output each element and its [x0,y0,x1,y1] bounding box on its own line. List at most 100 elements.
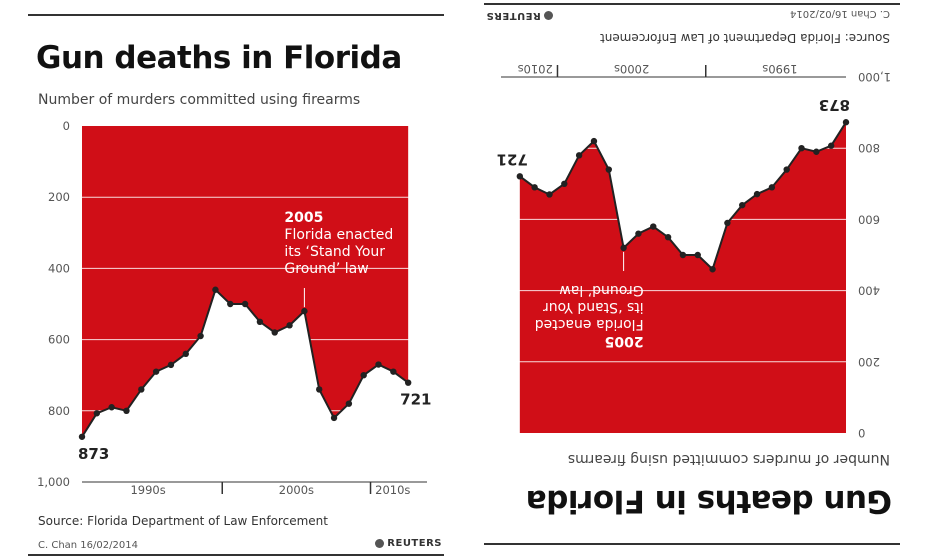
chart-panel-rotated: Gun deaths in Florida Number of murders … [470,0,910,559]
annotation-text: Ground’ law [559,282,643,298]
annotation-text: Florida enacted [535,316,644,332]
data-point [316,386,323,393]
data-point [575,152,583,159]
x-decade-label: 1990s [762,62,797,76]
data-point [605,166,612,173]
chart-panel: Gun deaths in Florida Number of murders … [18,0,458,559]
top-rule [28,14,444,16]
data-point [375,361,382,368]
data-point [212,286,219,293]
chart-title: Gun deaths in Florida [526,483,892,519]
data-point [345,400,353,407]
data-point [739,201,746,209]
annotation-year: 2005 [284,210,323,226]
byline: C. Chan 16/02/2014 [38,540,138,551]
y-tick-label: 600 [858,212,880,226]
data-point [123,407,130,414]
chart-plot: 0 200 400 600 800 1,000 1990s 2000s 2010s 873 721 2… [497,62,891,440]
byline: C. Chan 16/02/2014 [790,8,890,19]
data-point [390,368,397,375]
data-point [301,307,308,315]
data-point [753,190,761,198]
data-point [227,300,234,308]
top-rule [484,543,900,545]
annotation-text: Ground’ law [284,261,368,277]
data-point [783,166,790,173]
data-point [241,300,249,308]
data-point [635,230,642,237]
data-point [842,119,850,126]
data-point [197,332,204,340]
data-point [709,266,716,273]
data-point [271,329,278,336]
data-point [561,180,568,187]
data-point [813,148,820,155]
chart-plot: 0 200 400 600 800 1,000 1990s 2000s 2010s 873 721 2… [37,119,431,497]
y-tick-label: 800 [858,141,880,155]
data-point [256,318,264,325]
y-tick-label: 0 [63,119,70,133]
x-decade-label: 2000s [614,62,649,76]
data-point [768,184,776,191]
y-tick-label: 400 [858,284,880,298]
x-decade-label: 2000s [279,483,314,497]
y-tick-label: 0 [858,426,865,440]
data-point [330,414,338,422]
data-point [679,251,687,259]
source-note: Source: Florida Department of Law Enforc… [38,514,328,528]
y-tick-label: 1,000 [858,70,891,84]
data-label: 873 [78,445,109,463]
y-tick-label: 400 [48,261,70,275]
data-point [531,184,538,191]
data-point [93,410,101,417]
y-tick-label: 1,000 [37,475,70,489]
annotation-text: its ‘Stand Your [543,299,644,315]
reuters-logo-icon [375,539,385,548]
x-decade-label: 2010s [375,483,410,497]
data-label: 721 [400,391,431,409]
data-point [78,433,86,440]
area-fill [519,122,846,433]
y-tick-label: 600 [48,333,70,347]
data-point [694,251,701,259]
area-fill [82,126,409,437]
data-point [650,223,657,230]
data-point [286,322,293,329]
data-point [798,145,805,152]
data-point [827,142,835,149]
x-decade-label: 1990s [130,483,165,497]
y-tick-label: 200 [858,355,880,369]
y-tick-label: 200 [48,190,70,204]
data-point [404,379,412,386]
x-decade-label: 2010s [518,62,553,76]
y-tick-label: 800 [48,404,70,418]
reuters-logo-icon [543,11,553,20]
bottom-rule [484,3,900,5]
data-point [546,191,553,198]
data-point [590,137,598,145]
reuters-logo-text: REUTERS [486,10,541,21]
data-point [724,219,731,227]
data-point [360,372,367,379]
chart-subtitle: Number of murders committed using firear… [38,92,361,108]
data-point [152,368,160,375]
data-point [138,386,145,393]
annotation-text: its ‘Stand Your [284,244,385,260]
data-point [516,173,524,180]
bottom-rule [28,554,444,556]
data-label: 721 [497,150,528,168]
data-label: 873 [819,96,850,114]
data-point [664,234,672,241]
data-point [182,350,189,358]
reuters-logo: REUTERS [375,538,442,549]
data-point [620,244,627,252]
data-point [167,361,175,369]
chart-subtitle: Number of murders committed using firear… [567,451,890,467]
source-note: Source: Florida Department of Law Enforc… [600,31,890,45]
annotation-year: 2005 [605,333,644,349]
reuters-logo: REUTERS [486,10,553,21]
chart-title: Gun deaths in Florida [36,40,402,76]
reuters-logo-text: REUTERS [387,538,442,549]
data-point [108,404,115,411]
annotation-text: Florida enacted [284,227,393,243]
